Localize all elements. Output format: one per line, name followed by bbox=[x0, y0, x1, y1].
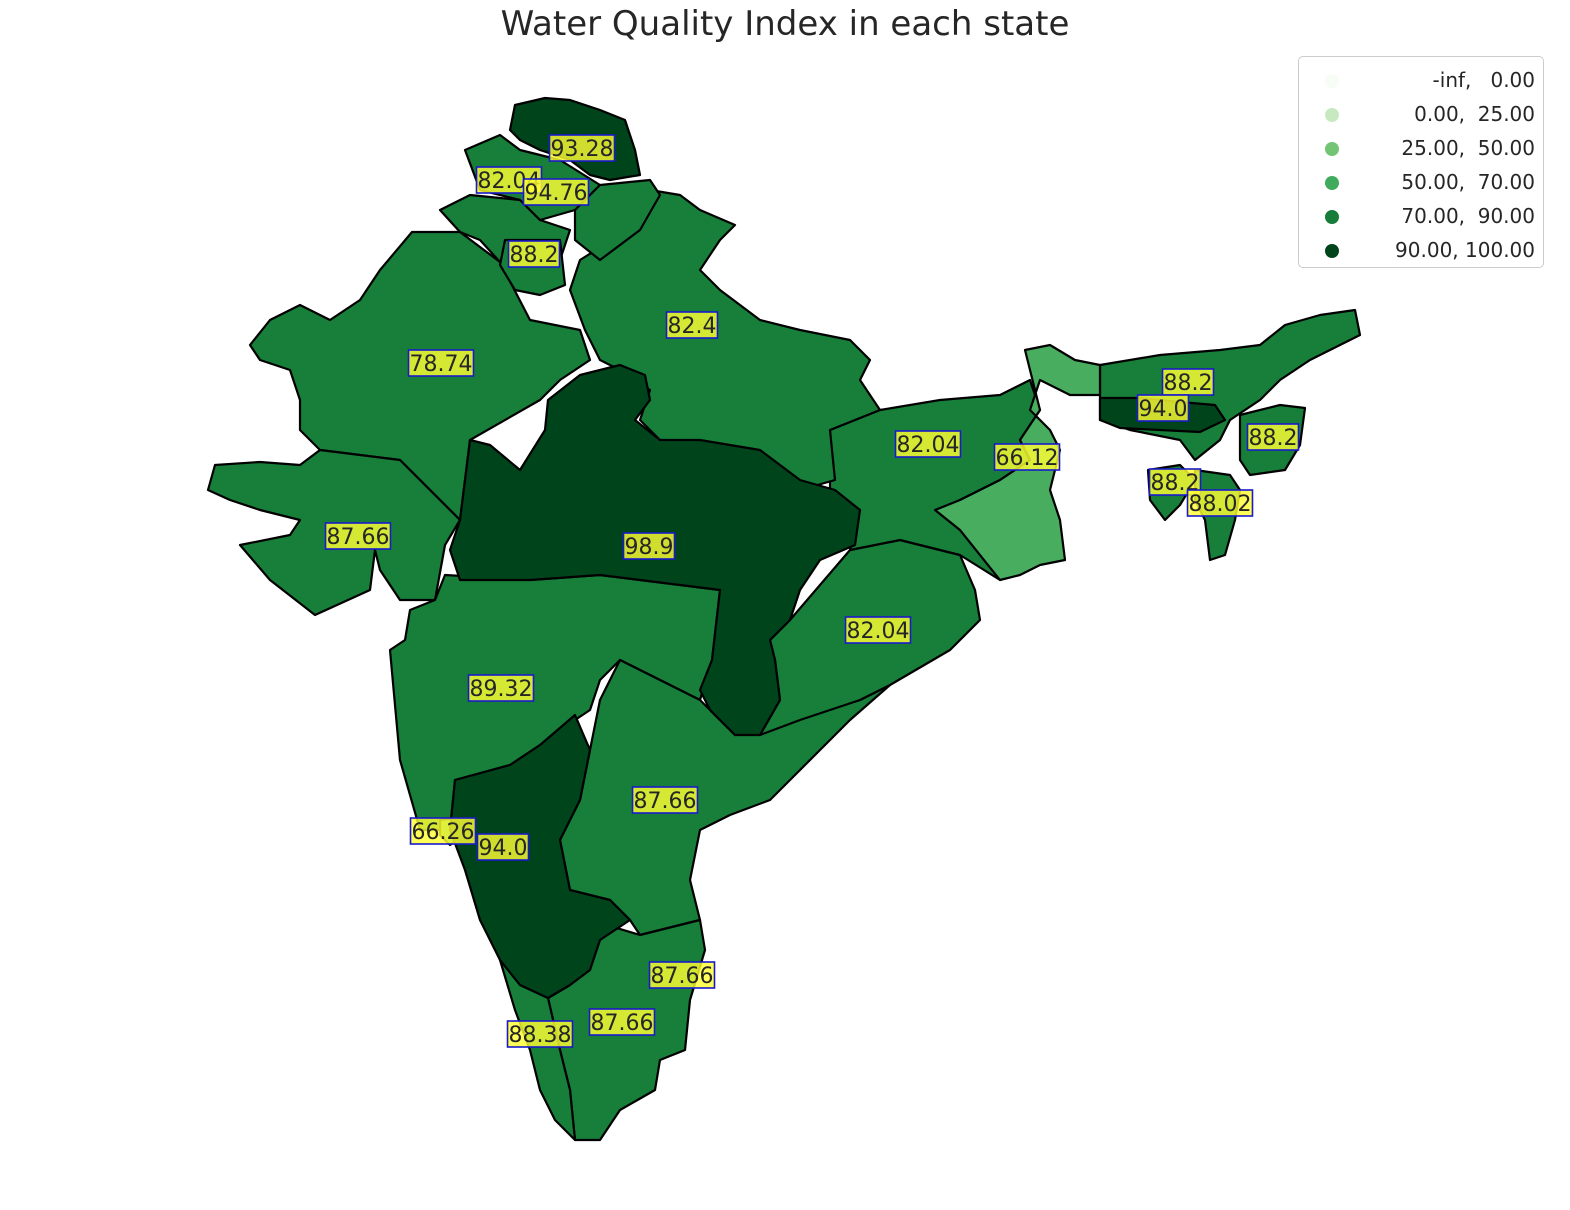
value-label: 87.66 bbox=[631, 786, 699, 814]
value-label: 82.04 bbox=[844, 616, 912, 644]
value-label-box bbox=[476, 833, 530, 861]
value-label: 94.76 bbox=[522, 178, 590, 206]
legend-marker-icon bbox=[1325, 244, 1339, 258]
value-label-box bbox=[894, 430, 962, 458]
value-label-text: 66.26 bbox=[412, 820, 475, 845]
value-label-box bbox=[1136, 394, 1190, 422]
value-label-text: 88.38 bbox=[509, 1023, 572, 1048]
value-label: 88.2 bbox=[507, 240, 561, 268]
value-label-box bbox=[522, 178, 590, 206]
value-label-box bbox=[844, 616, 912, 644]
value-label-text: 93.28 bbox=[551, 137, 614, 162]
legend-item: 0.00, 25.00 bbox=[1299, 97, 1543, 131]
legend: -inf, 0.00 0.00, 25.00 25.00, 50.00 50.00,… bbox=[1298, 56, 1544, 268]
value-label-text: 78.74 bbox=[410, 352, 473, 377]
value-label: 66.12 bbox=[993, 443, 1061, 471]
value-label: 87.66 bbox=[648, 961, 716, 989]
value-label-box bbox=[324, 522, 392, 550]
value-label-text: 94.76 bbox=[525, 181, 588, 206]
value-label-text: 82.4 bbox=[668, 314, 717, 339]
value-label-text: 88.2 bbox=[1164, 371, 1213, 396]
value-label-text: 82.04 bbox=[897, 433, 960, 458]
legend-label: -inf, 0.00 bbox=[1426, 68, 1535, 92]
value-label: 87.66 bbox=[324, 522, 392, 550]
legend-marker-icon bbox=[1325, 176, 1339, 190]
state-west-bengal[interactable] bbox=[933, 343, 1102, 582]
legend-label: 25.00, 50.00 bbox=[1401, 136, 1535, 160]
value-label-text: 87.66 bbox=[591, 1011, 654, 1036]
value-label-text: 88.2 bbox=[510, 243, 559, 268]
legend-item: 70.00, 90.00 bbox=[1299, 199, 1543, 233]
value-label-box bbox=[648, 961, 716, 989]
value-label: 89.32 bbox=[467, 674, 535, 702]
value-label-box bbox=[665, 311, 719, 339]
value-label-text: 94.0 bbox=[1139, 397, 1188, 422]
legend-label: 90.00, 100.00 bbox=[1395, 238, 1535, 262]
value-label: 88.02 bbox=[1186, 489, 1254, 517]
value-label: 88.2 bbox=[1246, 423, 1300, 451]
value-label-box bbox=[1186, 489, 1254, 517]
value-label-text: 88.2 bbox=[1249, 426, 1298, 451]
value-label-box bbox=[506, 1020, 574, 1048]
value-labels: 93.28 82.04 94.76 88.2 82.4 78.74 98.9 87.66 82.… bbox=[324, 134, 1300, 1048]
value-label-text: 87.66 bbox=[651, 964, 714, 989]
legend-marker-icon bbox=[1325, 74, 1339, 88]
legend-item: 50.00, 70.00 bbox=[1299, 165, 1543, 199]
value-label: 93.28 bbox=[548, 134, 616, 162]
legend-marker-icon bbox=[1325, 142, 1339, 156]
value-label-box bbox=[507, 240, 561, 268]
legend-label: 50.00, 70.00 bbox=[1401, 170, 1535, 194]
value-label-text: 87.66 bbox=[634, 789, 697, 814]
legend-marker-icon bbox=[1325, 108, 1339, 122]
value-label-text: 98.9 bbox=[625, 535, 674, 560]
value-label-box bbox=[407, 349, 475, 377]
value-label-text: 87.66 bbox=[327, 525, 390, 550]
value-label-box bbox=[1161, 368, 1215, 396]
value-label-text: 66.12 bbox=[996, 446, 1059, 471]
state-assam[interactable] bbox=[1098, 308, 1362, 462]
value-label: 82.4 bbox=[665, 311, 719, 339]
value-label-text: 82.04 bbox=[847, 619, 910, 644]
value-label-text: 89.32 bbox=[470, 677, 533, 702]
page-title: Water Quality Index in each state bbox=[500, 4, 1070, 44]
legend-marker-icon bbox=[1325, 210, 1339, 224]
value-label: 94.0 bbox=[1136, 394, 1190, 422]
value-label-box bbox=[993, 443, 1061, 471]
state-karnataka[interactable] bbox=[448, 713, 632, 1000]
value-label-box bbox=[588, 1008, 656, 1036]
legend-item: 25.00, 50.00 bbox=[1299, 131, 1543, 165]
legend-label: 0.00, 25.00 bbox=[1401, 102, 1535, 126]
value-label: 94.0 bbox=[476, 833, 530, 861]
legend-item: 90.00, 100.00 bbox=[1299, 233, 1543, 267]
value-label-text: 88.02 bbox=[1189, 492, 1252, 517]
value-label-box bbox=[1246, 423, 1300, 451]
value-label-box bbox=[631, 786, 699, 814]
value-label: 87.66 bbox=[588, 1008, 656, 1036]
value-label: 82.04 bbox=[894, 430, 962, 458]
legend-label: 70.00, 90.00 bbox=[1401, 204, 1535, 228]
value-label: 66.26 bbox=[409, 817, 477, 845]
state-uttarakhand[interactable] bbox=[573, 178, 662, 262]
value-label: 88.38 bbox=[506, 1020, 574, 1048]
value-label-box bbox=[409, 817, 477, 845]
value-label: 78.74 bbox=[407, 349, 475, 377]
value-label-box bbox=[467, 674, 535, 702]
value-label-box bbox=[548, 134, 616, 162]
value-label-box bbox=[622, 532, 676, 560]
value-label-text: 94.0 bbox=[479, 836, 528, 861]
value-label: 88.2 bbox=[1161, 368, 1215, 396]
legend-item: -inf, 0.00 bbox=[1299, 63, 1543, 97]
value-label: 98.9 bbox=[622, 532, 676, 560]
